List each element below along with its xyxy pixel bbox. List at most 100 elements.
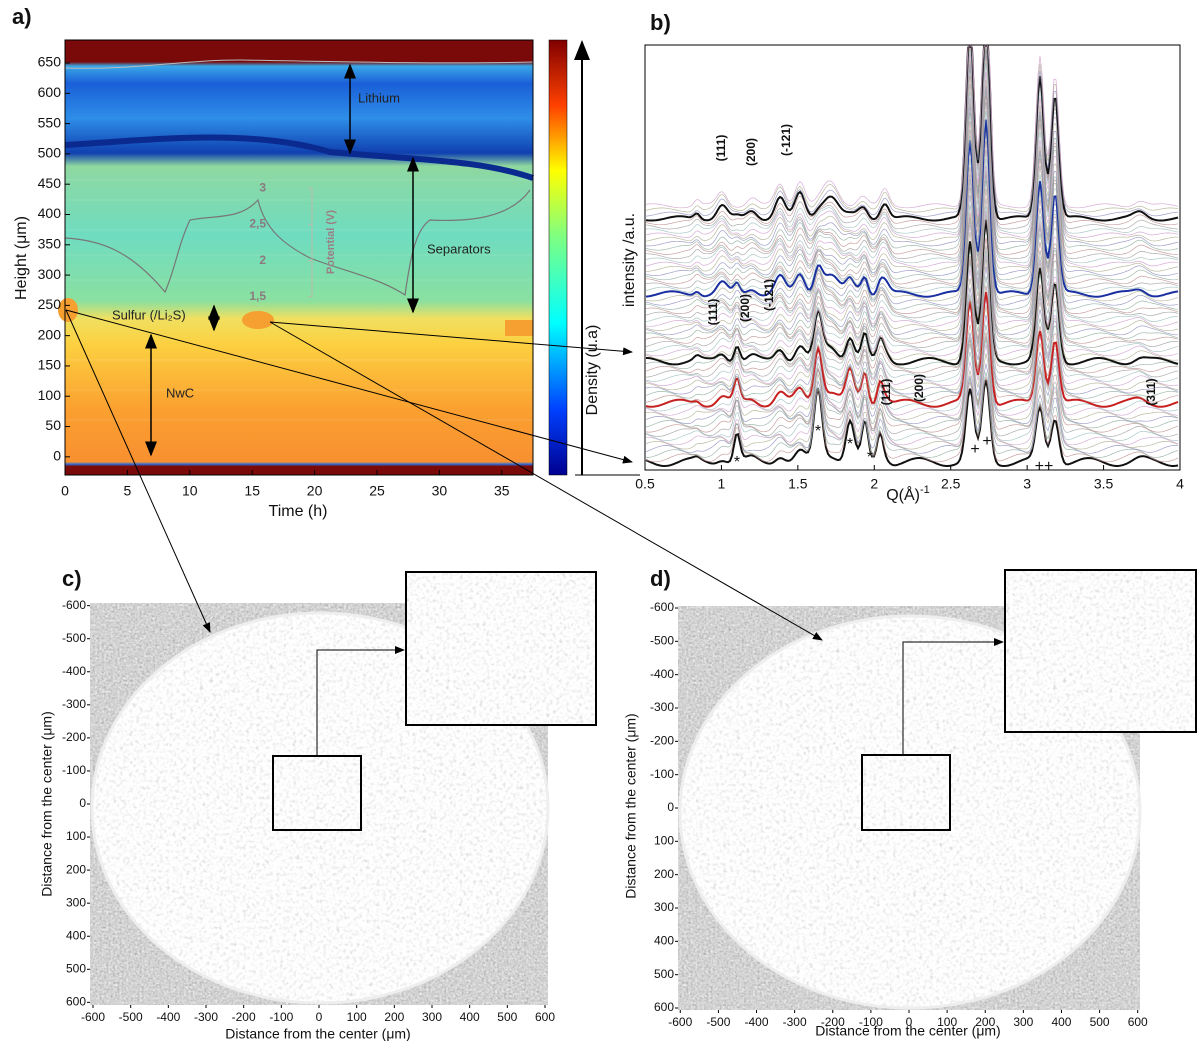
y-axis-label: Distance from the center (μm) <box>39 711 55 896</box>
y-tick-label: 400 <box>38 205 62 221</box>
pattern-curve <box>645 45 1179 234</box>
tomography-d <box>678 569 1197 1010</box>
pattern-curve <box>645 353 1179 450</box>
x-tick-label: 600 <box>1128 1015 1148 1029</box>
colorbar <box>548 39 568 476</box>
peak-label: (-121) <box>762 279 776 311</box>
x-tick-label: 2 <box>870 476 878 492</box>
pattern-curve <box>645 140 1179 314</box>
y-tick-label: 500 <box>38 145 62 161</box>
y-tick-label: 150 <box>38 357 62 373</box>
pattern-curve <box>645 89 1179 281</box>
x-tick-label: -400 <box>156 1010 180 1024</box>
inset-frame <box>405 571 597 726</box>
x-tick-label: -200 <box>821 1015 845 1029</box>
x-tick-label: 300 <box>422 1010 442 1024</box>
x-tick-label: 1 <box>718 476 726 492</box>
x-tick-label: 500 <box>497 1010 517 1024</box>
tomography-c <box>90 571 597 1005</box>
y-tick-label: -100 <box>62 763 86 777</box>
x-tick-label: 100 <box>347 1010 367 1024</box>
pattern-curve <box>645 245 1179 378</box>
x-axis-label-exponent: -1 <box>920 484 930 496</box>
pattern-curve <box>645 45 1179 251</box>
pattern-curve <box>646 79 1179 272</box>
pattern-curve <box>645 259 1179 391</box>
x-tick-label: 4 <box>1176 476 1184 492</box>
phase-marker: * <box>815 423 821 440</box>
x-tick-label: -100 <box>269 1010 293 1024</box>
x-tick-label: 1.5 <box>788 476 808 492</box>
potential-curve <box>64 189 531 297</box>
peak-label: (111) <box>714 135 728 162</box>
y-tick-label: -200 <box>650 734 674 748</box>
pattern-curve <box>645 332 1179 433</box>
x-tick-label: 0.5 <box>635 476 655 492</box>
y-tick-label: 250 <box>38 296 62 312</box>
sulfur-spot <box>242 311 274 329</box>
pattern-curve <box>645 379 1179 468</box>
x-tick-label: 5 <box>124 483 132 499</box>
pattern-curve <box>645 49 1179 255</box>
pattern-curve <box>645 129 1179 306</box>
x-axis-label: Distance from the center (μm) <box>225 1026 410 1041</box>
y-tick-label: 500 <box>654 967 674 981</box>
potential-label: Potential (V) <box>325 210 337 275</box>
pattern-curve <box>645 44 1179 226</box>
sulfur-spot <box>58 298 78 322</box>
x-tick-label: 3 <box>1023 476 1031 492</box>
x-axis-label-base: Q(Å) <box>886 485 920 504</box>
pattern-curve <box>645 305 1179 420</box>
y-tick-label: 100 <box>654 834 674 848</box>
panel-label: d) <box>650 566 671 591</box>
zoom-arrow <box>902 638 1004 755</box>
pattern-curve <box>645 188 1179 344</box>
sample-edge <box>90 611 550 1005</box>
pattern-curve <box>645 174 1178 336</box>
panel-label: c) <box>62 566 82 591</box>
y-tick-label: -500 <box>650 634 674 648</box>
top-edge <box>64 59 534 69</box>
annotation: Separators <box>427 241 491 256</box>
zoom-arrow <box>316 646 405 756</box>
potential-tick-label: 2,5 <box>249 217 266 231</box>
panel-label: a) <box>12 4 32 29</box>
heatmap <box>65 40 533 475</box>
pattern-curve <box>645 214 1179 361</box>
pattern-curve <box>645 336 1179 437</box>
x-tick-label: 500 <box>1090 1015 1110 1029</box>
x-tick-label: 10 <box>182 483 198 499</box>
pattern-curve <box>645 210 1179 357</box>
pattern-curve <box>645 299 1179 416</box>
y-tick-label: -200 <box>62 730 86 744</box>
pattern-curve <box>645 170 1179 331</box>
y-tick-label: -600 <box>650 600 674 614</box>
inset-image <box>405 571 597 726</box>
pattern-curve <box>645 44 1179 222</box>
annotation: Sulfur (/Li₂S) <box>112 307 186 322</box>
x-tick-label: -500 <box>119 1010 143 1024</box>
potential-tick-label: 3 <box>259 180 266 194</box>
y-tick-label: 100 <box>38 387 62 403</box>
pattern-curve <box>645 165 1179 327</box>
peak-label: (111) <box>706 299 720 326</box>
pattern-curve <box>645 254 1179 386</box>
y-tick-label: -600 <box>62 598 86 612</box>
sulfur-spot <box>505 320 533 336</box>
x-axis-label: Q(Å)-1 <box>886 484 930 504</box>
x-tick-label: -600 <box>668 1015 692 1029</box>
inset-image <box>1005 570 1196 732</box>
y-tick-label: 650 <box>38 54 62 70</box>
y-tick-label: 200 <box>66 862 86 876</box>
peak-label: (200) <box>744 138 758 166</box>
y-tick-label: 200 <box>654 867 674 881</box>
y-tick-label: 600 <box>38 84 62 100</box>
pattern-curve <box>645 276 1179 399</box>
phase-marker: + <box>982 433 991 450</box>
x-tick-label: -600 <box>81 1010 105 1024</box>
link-arrow <box>65 309 633 464</box>
y-tick-label: -100 <box>650 767 674 781</box>
y-tick-label: 400 <box>654 934 674 948</box>
pattern-curve <box>645 45 1179 230</box>
sample-edge <box>678 614 1142 1010</box>
